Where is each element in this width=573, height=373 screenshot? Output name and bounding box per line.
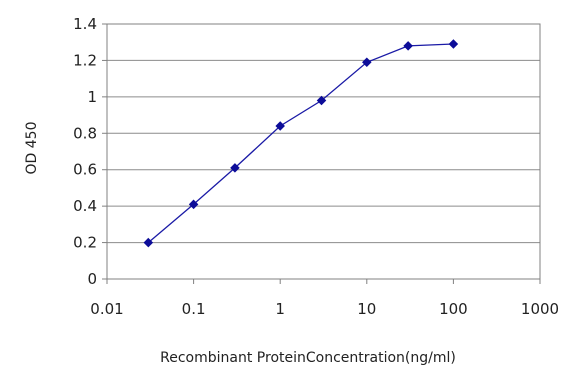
x-tick-label: 0.1	[182, 300, 206, 318]
y-tick-label: 1.2	[73, 51, 97, 69]
x-axis-title: Recombinant ProteinConcentration(ng/ml)	[160, 350, 456, 366]
grid-lines	[107, 23, 540, 244]
plot-area-border	[106, 23, 541, 280]
tick-labels: 0 0.2 0.4 0.6 0.8 1 1.2 1.4 0.01 0.1 1 10 100 1000	[73, 15, 559, 318]
x-tick-label: 1	[275, 300, 285, 318]
axis-ticks	[102, 23, 541, 284]
x-tick-label: 10	[357, 300, 376, 318]
data-point	[403, 41, 413, 51]
y-tick-label: 0.4	[73, 197, 97, 215]
y-tick-label: 1.4	[73, 15, 97, 33]
data-point	[143, 237, 154, 248]
y-tick-label: 0.6	[73, 161, 97, 179]
x-tick-label: 1000	[521, 300, 559, 318]
y-tick-label: 0	[87, 270, 97, 288]
x-tick-label: 0.01	[90, 300, 123, 318]
x-tick-label: 100	[439, 300, 468, 318]
y-tick-label: 1	[87, 88, 97, 106]
series-line	[147, 43, 454, 244]
series-layer	[143, 39, 459, 248]
data-point	[188, 199, 199, 210]
data-point	[362, 57, 372, 68]
data-point	[316, 95, 327, 106]
y-tick-label: 0.2	[73, 234, 97, 252]
data-point	[448, 39, 459, 49]
y-tick-label: 0.8	[73, 124, 97, 142]
data-point	[230, 163, 240, 173]
data-point	[275, 121, 285, 131]
y-axis-title: OD 450	[24, 122, 40, 175]
